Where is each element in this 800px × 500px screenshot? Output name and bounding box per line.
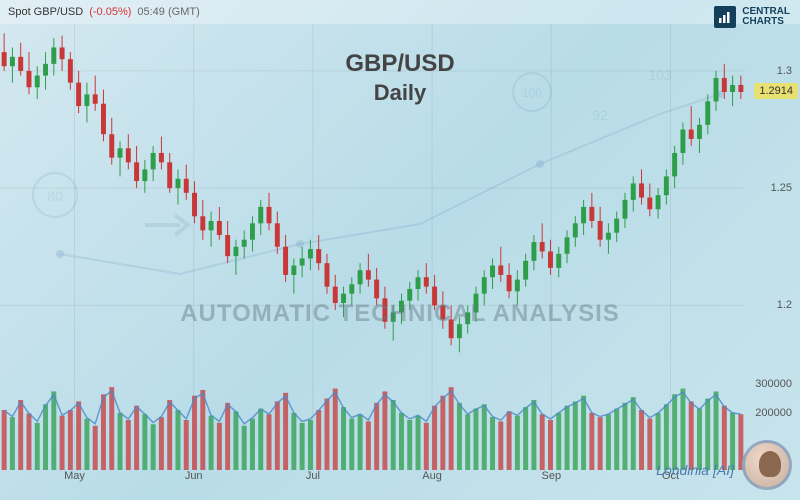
watermark-text: AUTOMATIC TECHNICAL ANALYSIS — [180, 300, 620, 328]
watermark-arrow-icon — [140, 200, 200, 250]
time-axis: MayJunJulAugSepOct — [0, 470, 745, 488]
ai-avatar[interactable] — [742, 440, 792, 490]
svg-text:103: 103 — [648, 67, 672, 83]
pair-label: Spot GBP/USD — [8, 6, 83, 18]
time-label: 05:49 (GMT) — [137, 6, 199, 18]
svg-text:80: 80 — [47, 188, 63, 204]
ai-label: Londinia [AI] — [656, 462, 734, 478]
watermark-icon: 92 — [580, 95, 620, 135]
change-label: (-0.05%) — [89, 6, 131, 18]
current-price-badge: 1.2914 — [754, 83, 798, 99]
svg-text:100: 100 — [522, 86, 542, 100]
watermark-icon: 80 — [30, 170, 80, 220]
chart-title: GBP/USD Daily — [345, 50, 454, 106]
chart-header: Spot GBP/USD (-0.05%) 05:49 (GMT) — [0, 0, 800, 24]
price-axis: 1.21.251.31.2914200000300000 — [745, 24, 800, 470]
watermark-icon: 103 — [640, 55, 680, 95]
watermark-icon: 100 — [510, 70, 554, 114]
svg-text:92: 92 — [592, 107, 608, 123]
